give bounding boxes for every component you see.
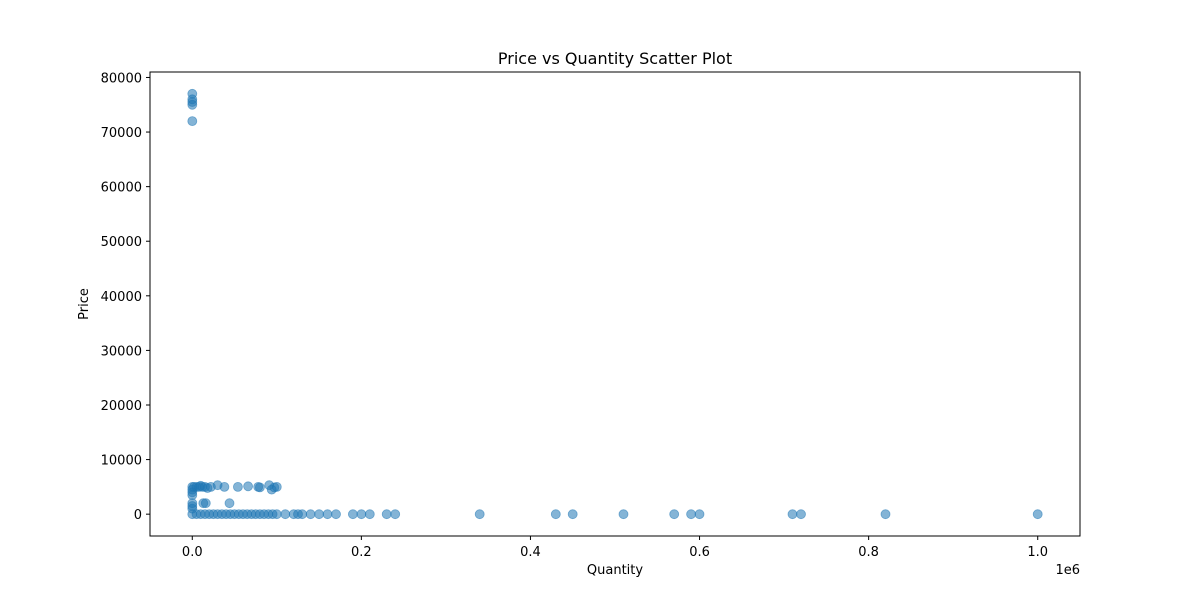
x-tick-label: 0.0 bbox=[182, 545, 203, 560]
y-tick-label: 20000 bbox=[101, 399, 142, 414]
data-point bbox=[187, 116, 198, 126]
data-point bbox=[694, 509, 705, 520]
data-point bbox=[390, 509, 401, 520]
data-point bbox=[305, 509, 316, 520]
y-tick-label: 50000 bbox=[101, 235, 142, 250]
data-point bbox=[567, 509, 578, 520]
x-tick-label: 0.4 bbox=[520, 545, 541, 560]
plot-frame bbox=[149, 71, 1081, 537]
x-tick-label: 0.8 bbox=[858, 545, 879, 560]
data-point bbox=[232, 481, 243, 492]
data-point bbox=[796, 509, 806, 520]
data-point bbox=[331, 509, 341, 520]
x-tick-label: 0.2 bbox=[351, 545, 372, 560]
x-tick-label: 0.6 bbox=[689, 545, 710, 560]
chart-title: Price vs Quantity Scatter Plot bbox=[498, 49, 732, 68]
data-point bbox=[219, 481, 230, 492]
data-point bbox=[254, 482, 265, 493]
data-point bbox=[1032, 509, 1043, 520]
y-tick-label: 70000 bbox=[101, 126, 142, 141]
y-tick-label: 30000 bbox=[101, 344, 142, 359]
data-point bbox=[271, 509, 282, 520]
data-point bbox=[280, 509, 291, 520]
y-axis-ticks: 0 10000 20000 30000 40000 50000 60000 70000 8000… bbox=[101, 71, 150, 523]
data-point bbox=[297, 509, 308, 520]
y-tick-label: 60000 bbox=[101, 181, 142, 196]
y-tick-label: 40000 bbox=[101, 290, 142, 305]
x-axis-offset-label: 1e6 bbox=[1055, 563, 1080, 578]
data-point bbox=[381, 509, 392, 520]
data-point bbox=[880, 509, 891, 520]
data-point bbox=[271, 481, 282, 492]
data-point bbox=[618, 509, 629, 520]
data-point bbox=[550, 509, 561, 520]
y-tick-label: 80000 bbox=[101, 71, 142, 86]
data-point bbox=[474, 509, 485, 520]
data-point bbox=[787, 509, 798, 520]
y-tick-label: 10000 bbox=[101, 454, 142, 469]
x-axis-ticks: 0.0 0.2 0.4 0.6 0.8 1.0 bbox=[182, 536, 1048, 560]
data-point bbox=[686, 509, 696, 520]
data-point bbox=[364, 509, 375, 520]
data-point bbox=[356, 509, 367, 520]
y-tick-label: 0 bbox=[134, 508, 142, 523]
data-point bbox=[314, 509, 325, 520]
points-layer bbox=[187, 88, 1043, 520]
data-point bbox=[243, 481, 254, 492]
data-point bbox=[187, 99, 198, 110]
data-point bbox=[347, 509, 358, 520]
data-point bbox=[200, 498, 211, 509]
data-point bbox=[669, 509, 680, 520]
data-point bbox=[187, 490, 198, 501]
data-point bbox=[322, 509, 333, 520]
x-axis-label: Quantity bbox=[587, 563, 643, 578]
data-point bbox=[224, 498, 235, 509]
y-axis-label: Price bbox=[77, 288, 92, 320]
x-tick-label: 1.0 bbox=[1027, 545, 1048, 560]
